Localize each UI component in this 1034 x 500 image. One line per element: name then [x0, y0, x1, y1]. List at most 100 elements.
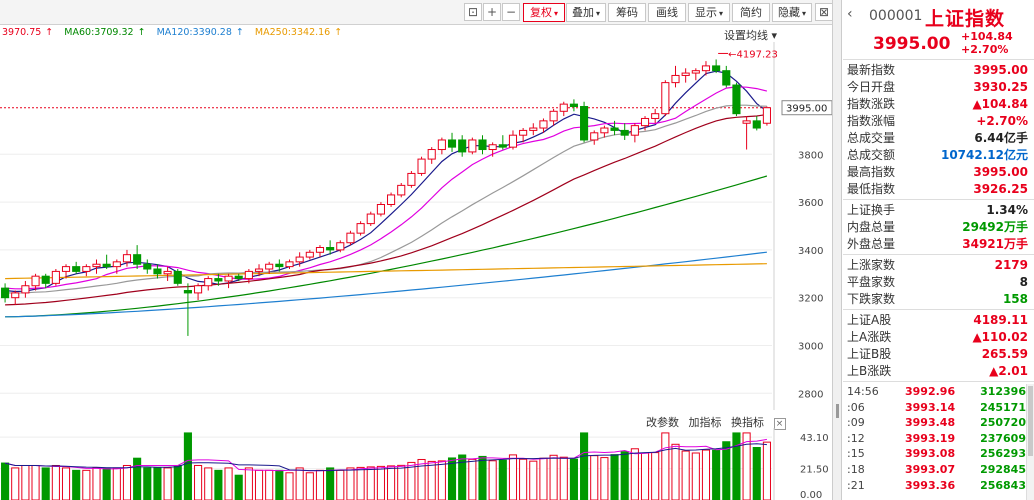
volume-bar — [671, 443, 680, 500]
volume-bar — [61, 467, 71, 500]
stat-label: 上证换手 — [847, 203, 896, 217]
volume-bar — [651, 452, 660, 500]
stat-label: 上涨家数 — [847, 258, 896, 272]
stat-value: 158 — [1002, 292, 1028, 306]
volume-bar — [762, 441, 771, 500]
display-button[interactable]: 显示 ▾ — [688, 3, 730, 22]
volume-chart[interactable]: 43.10 21.50 0.00 — [0, 428, 832, 500]
minus-icon[interactable]: − — [502, 3, 520, 21]
hide-button[interactable]: 隐藏 ▾ — [772, 3, 812, 22]
trade-price: 3992.96 — [905, 385, 956, 398]
chips-button[interactable]: 筹码 — [608, 3, 646, 22]
chart-toolbar: ⊡ + − 复权 ▾ 叠加 ▾ 筹码 画线 显示 ▾ 简约 隐藏 ▾ ⊠ — [0, 0, 838, 25]
price-change: +104.84 +2.70% — [961, 30, 1013, 56]
candle-body — [712, 65, 721, 72]
volume-bar — [356, 466, 365, 500]
volume-bar — [234, 474, 243, 500]
candle — [183, 283, 192, 336]
candle — [224, 273, 233, 289]
stats-volume: 上证换手 1.34% 内盘总量 29492万手 外盘总量 34921万手 — [843, 200, 1034, 255]
ma-legend-item: MA60:3709.32 ↑ — [64, 27, 149, 38]
add-indicator-button[interactable]: 加指标 — [688, 416, 722, 429]
candle-body — [224, 275, 233, 282]
close-icon[interactable]: × — [773, 418, 786, 430]
candle — [153, 264, 162, 279]
trade-volume: 245171 — [980, 400, 1026, 414]
change-value: +104.84 — [961, 30, 1013, 43]
volume-bar — [691, 452, 700, 500]
candle — [661, 80, 670, 117]
candle — [508, 130, 518, 150]
candlestick-chart[interactable]: 2800 3000 3200 3400 3600 3800 3995.00 ←4197.23 — [0, 42, 832, 410]
panel-splitter[interactable] — [832, 0, 842, 500]
candle-body — [488, 144, 497, 151]
stat-row: 指数涨跌 ▲104.84 — [843, 96, 1034, 113]
candle-body — [752, 120, 761, 129]
trade-volume: 256843 — [980, 478, 1026, 492]
stat-value: 2179 — [994, 258, 1028, 272]
candle — [762, 106, 771, 126]
volume-bar — [620, 451, 629, 500]
candle — [549, 108, 558, 126]
volume-bar — [478, 455, 487, 500]
splitter-handle[interactable] — [836, 404, 839, 418]
current-price: 3995.00 — [873, 34, 951, 54]
candle-body — [31, 275, 40, 287]
vol-tick-label: 0.00 — [800, 490, 822, 500]
lock-icon[interactable]: ⊡ — [464, 3, 482, 21]
swap-indicator-button[interactable]: 换指标 — [731, 416, 764, 429]
trade-price: 3993.07 — [905, 462, 956, 476]
stat-value: 8 — [1019, 275, 1028, 289]
stat-row: 最新指数 3995.00 — [843, 62, 1034, 79]
candle — [204, 276, 213, 291]
simple-button[interactable]: 简约 — [732, 3, 770, 22]
fuquan-button[interactable]: 复权 ▾ — [523, 3, 565, 22]
trades-scrollbar[interactable] — [1026, 384, 1034, 500]
volume-bar — [701, 449, 711, 500]
ma-legend-item: MA120:3390.28 ↑ — [157, 27, 248, 38]
candle-body — [254, 268, 264, 272]
candle-body — [102, 263, 111, 268]
candle-body — [234, 275, 243, 280]
arrow-up-icon: ↑ — [45, 27, 54, 38]
security-name: 上证指数 — [925, 8, 1006, 30]
candle-body — [610, 127, 619, 131]
candle — [356, 221, 365, 236]
candle — [254, 264, 264, 277]
candle — [427, 147, 436, 164]
scrollbar-thumb[interactable] — [1028, 386, 1033, 456]
trade-time: :15 — [847, 447, 865, 461]
chevron-left-icon[interactable]: ‹ — [847, 6, 853, 22]
candle — [447, 132, 457, 152]
max-annotation: ←4197.23 — [728, 49, 778, 60]
volume-bar — [447, 457, 457, 500]
trade-row: 14:56 3992.96 312396 — [843, 384, 1034, 400]
draw-line-button[interactable]: 画线 — [648, 3, 686, 22]
volume-bar — [519, 458, 528, 500]
overlay-button[interactable]: 叠加 ▾ — [566, 3, 606, 22]
stat-value: 3930.25 — [973, 80, 1028, 94]
candle-body — [11, 292, 20, 299]
stat-value: ▲110.02 — [972, 330, 1028, 344]
trade-row: :21 3993.36 256843 — [843, 478, 1034, 494]
stat-row: 上A涨跌 ▲110.02 — [843, 329, 1034, 346]
stat-value: 1.34% — [986, 203, 1028, 217]
y-tick-label: 3000 — [798, 341, 823, 352]
candle-body — [1, 287, 10, 299]
collapse-icon[interactable]: ⊠ — [815, 3, 833, 21]
candle — [326, 240, 335, 255]
stat-label: 外盘总量 — [847, 237, 896, 251]
candle-body — [346, 232, 355, 244]
plus-icon[interactable]: + — [483, 3, 501, 21]
volume-bar — [133, 457, 142, 500]
ma-settings-button[interactable]: 设置均线 ▾ — [724, 27, 777, 43]
trade-price: 3993.48 — [905, 416, 956, 430]
ma-line-ma30 — [5, 113, 767, 306]
chevron-down-icon: ▾ — [718, 9, 723, 18]
candle-body — [143, 263, 152, 270]
change-params-button[interactable]: 改参数 — [646, 416, 679, 429]
volume-bar — [590, 455, 599, 500]
stat-value: 34921万手 — [962, 237, 1028, 251]
y-tick-label: 3200 — [798, 294, 823, 305]
